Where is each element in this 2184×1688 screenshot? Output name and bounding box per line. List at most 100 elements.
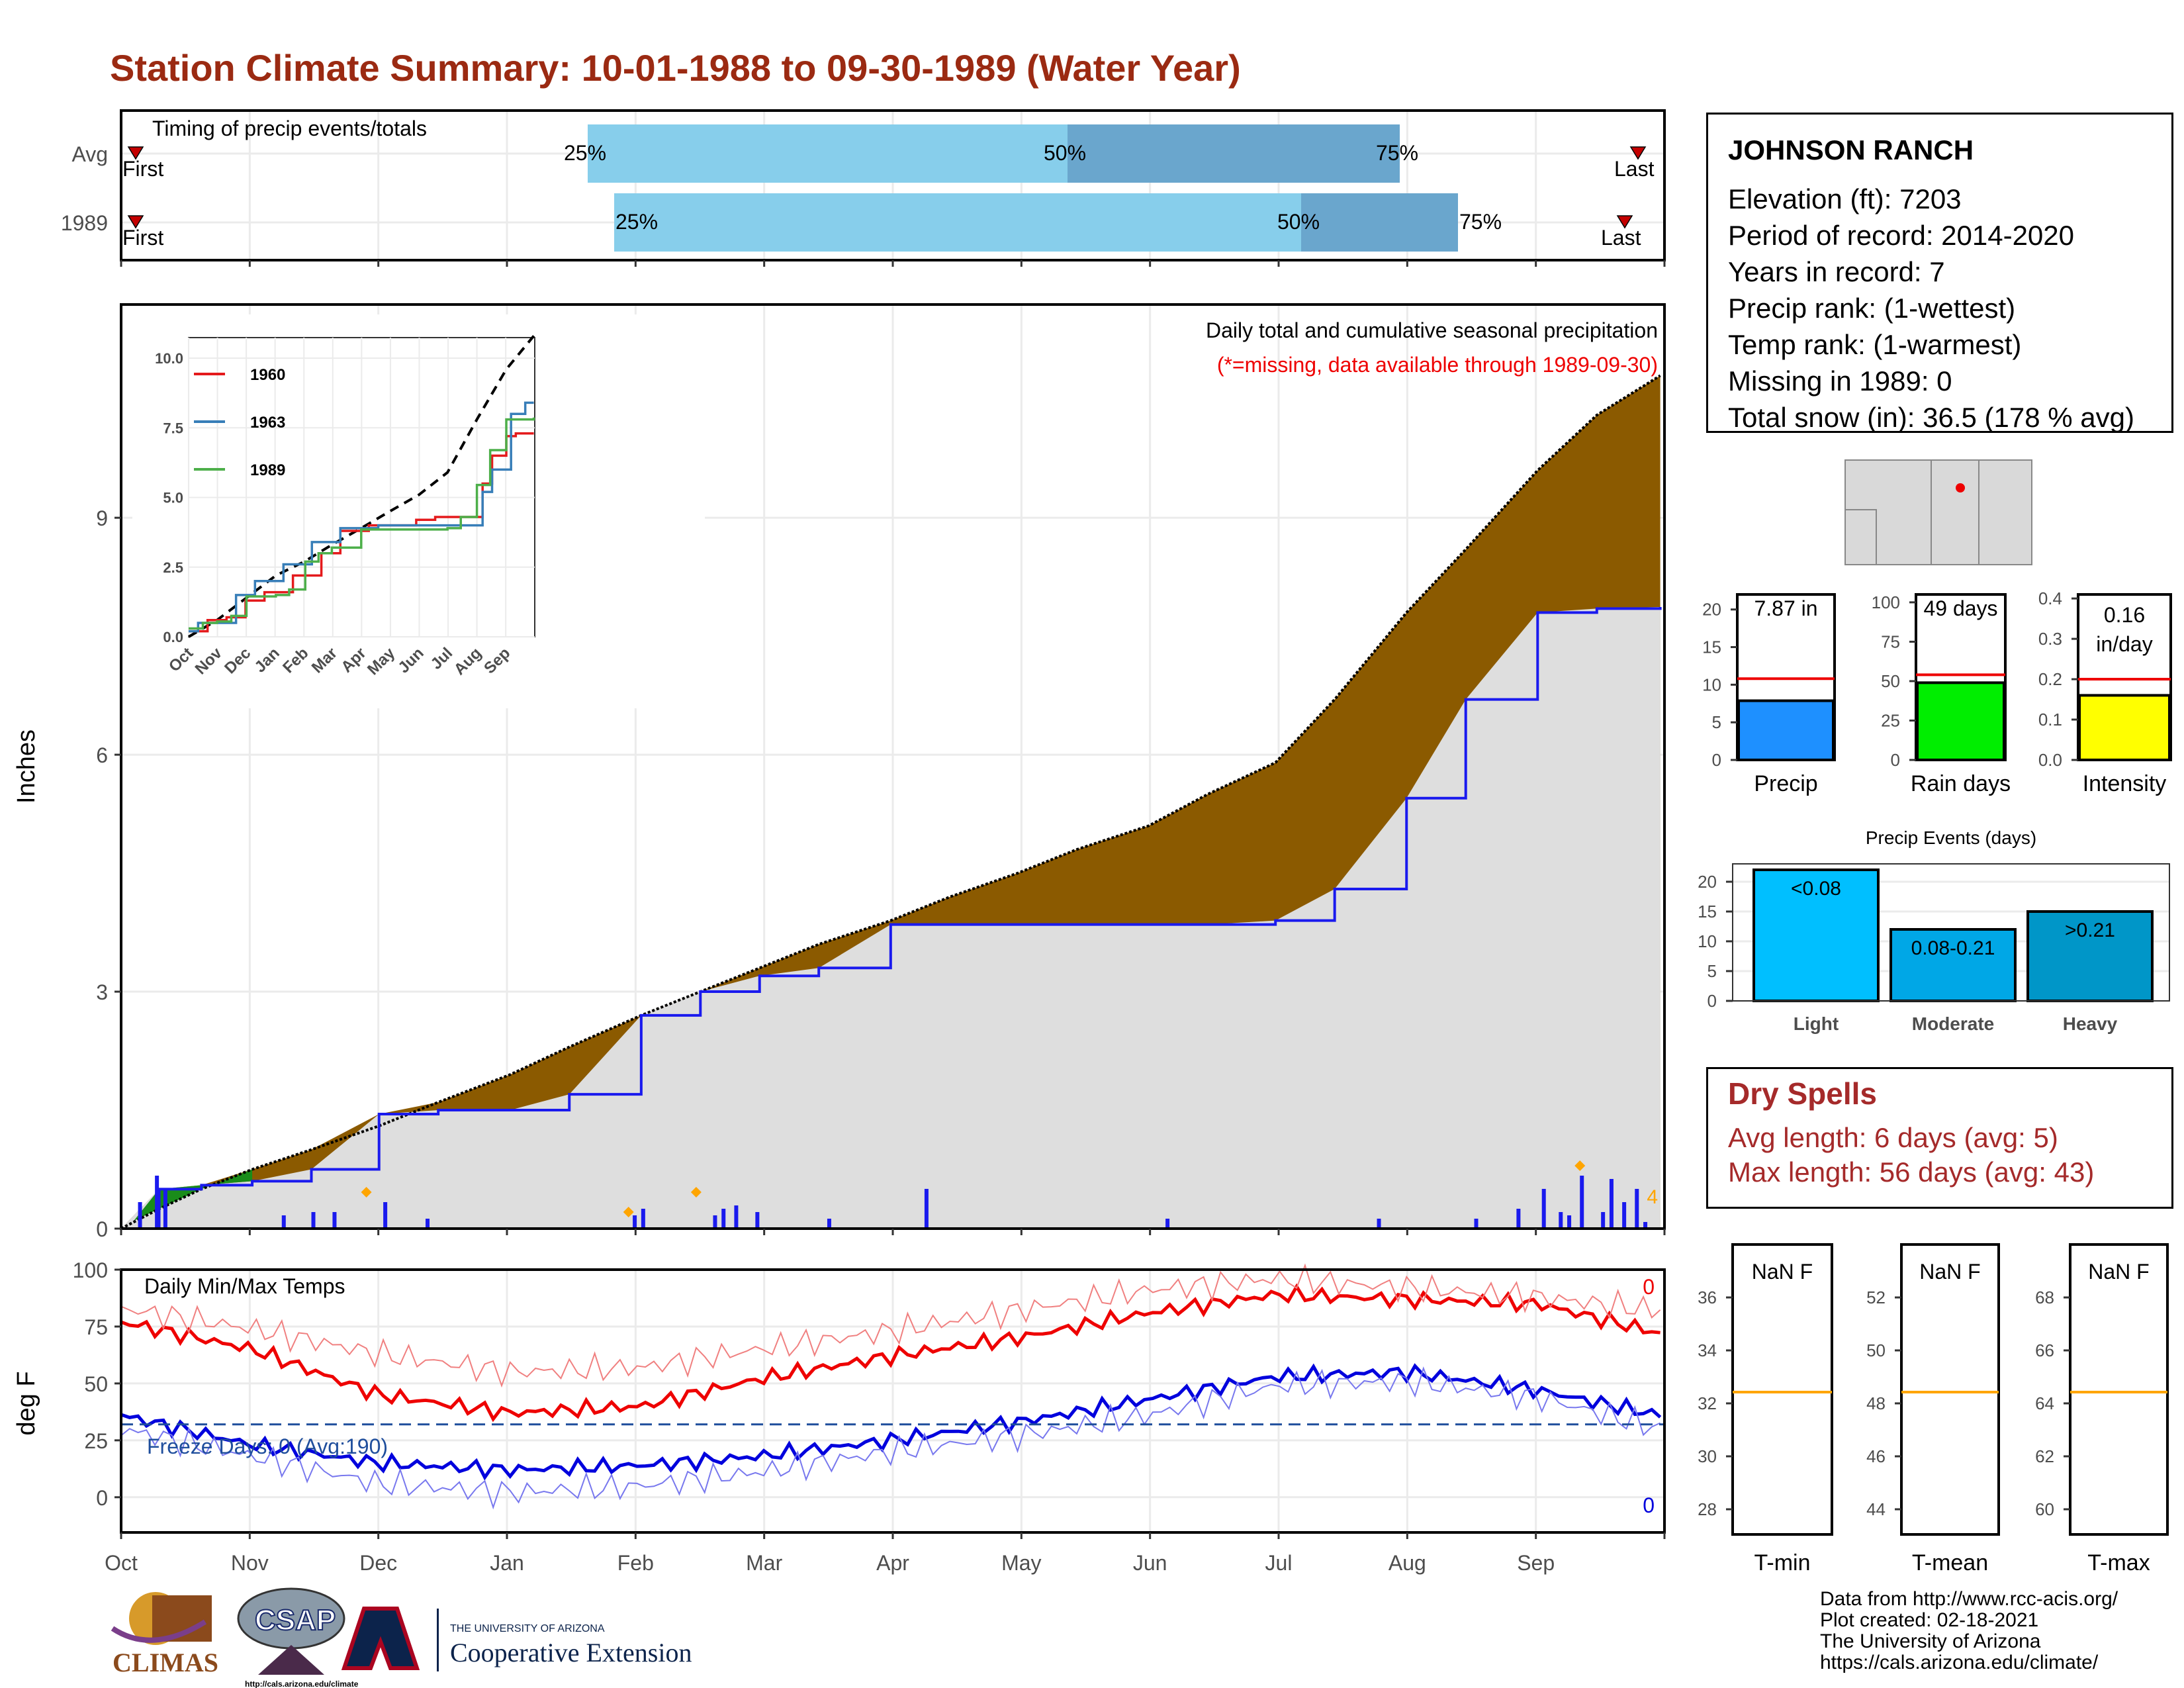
timing-label-50: 50% bbox=[1277, 210, 1320, 234]
footer-line: Data from http://www.rcc-acis.org/ bbox=[1820, 1588, 2118, 1610]
ua-bottom-label: Cooperative Extension bbox=[450, 1638, 692, 1667]
inset-y-tick-label: 0.0 bbox=[163, 629, 183, 645]
cumulative-avg-line bbox=[120, 374, 1661, 1230]
daily-precip-bar bbox=[827, 1219, 831, 1229]
daily-precip-bar bbox=[1567, 1215, 1572, 1229]
events-tick-label: 15 bbox=[1698, 902, 1717, 921]
daily-precip-bar bbox=[1474, 1219, 1479, 1229]
temp-y-axis-label: deg F bbox=[13, 1371, 40, 1435]
summary-bar-tick-label: 5 bbox=[1712, 712, 1721, 732]
inset-series-line bbox=[189, 401, 534, 633]
temp-max-count: 0 bbox=[1643, 1275, 1655, 1299]
dry-spells-max: Max length: 56 days (avg: 43) bbox=[1728, 1156, 2095, 1188]
climas-logo: CLIMAS bbox=[111, 1592, 218, 1677]
timing-label-25: 25% bbox=[615, 210, 658, 234]
csap-label: CSAP bbox=[255, 1604, 336, 1636]
inset-legend-label: 1989 bbox=[250, 461, 285, 479]
event-bar-label: 0.08-0.21 bbox=[1911, 937, 1995, 959]
summary-bar-xlabel: Precip bbox=[1754, 771, 1817, 796]
ua-logo: THE UNIVERSITY OF ARIZONA Cooperative Ex… bbox=[341, 1607, 692, 1671]
month-tick-label: Apr bbox=[876, 1551, 909, 1575]
daily-precip-bar bbox=[1643, 1222, 1648, 1229]
inset-y-tick-label: 10.0 bbox=[155, 350, 183, 367]
timing-last-label: Last bbox=[1614, 157, 1655, 181]
temp-summary-tick-label: 60 bbox=[2035, 1499, 2054, 1519]
daily-precip-bar bbox=[426, 1219, 430, 1229]
event-category-label: Light bbox=[1794, 1013, 1839, 1034]
events-chart-title: Precip Events (days) bbox=[1866, 827, 2036, 848]
timing-bar-25-50 bbox=[588, 124, 1068, 183]
daily-precip-bar bbox=[281, 1215, 286, 1229]
temp-summary-frame bbox=[1731, 1243, 1833, 1536]
summary-bar-tick-label: 0.2 bbox=[2038, 669, 2062, 689]
event-bar-label: <0.08 bbox=[1791, 878, 1841, 900]
climas-label: CLIMAS bbox=[113, 1648, 218, 1677]
summary-bar-value: 7.87 in bbox=[1754, 596, 1817, 620]
summary-bar-tick-label: 25 bbox=[1881, 710, 1900, 730]
temp-summary-xlabel: T-max bbox=[2087, 1550, 2150, 1575]
precip-y-tick-label: 9 bbox=[96, 506, 108, 530]
daily-precip-bar bbox=[383, 1202, 388, 1229]
station-years: Years in record: 7 bbox=[1728, 256, 1945, 287]
events-tick-label: 0 bbox=[1707, 991, 1717, 1011]
ua-a-icon bbox=[341, 1607, 420, 1670]
event-category-label: Moderate bbox=[1912, 1013, 1994, 1034]
summary-bar-tick-label: 10 bbox=[1702, 675, 1721, 694]
station-elevation: Elevation (ft): 7203 bbox=[1728, 183, 1962, 214]
events-plot-border bbox=[1732, 863, 2170, 1002]
precip-chart-title: Daily total and cumulative seasonal prec… bbox=[1206, 318, 1658, 342]
first-event-marker-icon bbox=[127, 215, 144, 229]
events-tick-label: 10 bbox=[1698, 931, 1717, 951]
last-event-marker-icon bbox=[1616, 215, 1633, 229]
footer-line: https://cals.arizona.edu/climate/ bbox=[1820, 1652, 2099, 1673]
daily-precip-bar bbox=[311, 1212, 316, 1229]
station-snow: Total snow (in): 36.5 (178 % avg) bbox=[1728, 402, 2134, 433]
ua-top-label: THE UNIVERSITY OF ARIZONA bbox=[450, 1623, 605, 1634]
summary-bar-tick-label: 20 bbox=[1702, 600, 1721, 620]
daily-precip-bar bbox=[1609, 1179, 1614, 1229]
timing-first-label: First bbox=[122, 157, 163, 181]
page-title: Station Climate Summary: 10-01-1988 to 0… bbox=[110, 47, 1241, 89]
month-tick-label: Sep bbox=[1517, 1551, 1555, 1575]
csap-url: http://cals.arizona.edu/climate bbox=[245, 1679, 359, 1688]
temp-y-tick-label: 50 bbox=[84, 1372, 108, 1396]
events-tick-label: 5 bbox=[1707, 961, 1717, 981]
month-tick-label: Jun bbox=[1133, 1551, 1167, 1575]
locator-map-state-lines bbox=[1845, 460, 1979, 565]
daily-precip-bar bbox=[1622, 1202, 1627, 1229]
cumulative-obs-area bbox=[121, 606, 1661, 1229]
snow-marker-icon bbox=[361, 1187, 372, 1197]
temp-summary-xlabel: T-mean bbox=[1912, 1550, 1988, 1575]
station-precip-rank: Precip rank: (1-wettest) bbox=[1728, 293, 2016, 324]
temp-min-count: 0 bbox=[1643, 1493, 1655, 1517]
inset-y-tick-label: 2.5 bbox=[163, 559, 183, 576]
timing-label-75: 75% bbox=[1376, 141, 1418, 165]
timing-title: Timing of precip events/totals bbox=[152, 117, 427, 140]
timing-row-label: 1989 bbox=[61, 211, 108, 235]
daily-precip-bar bbox=[1635, 1189, 1639, 1229]
event-bar bbox=[2026, 910, 2154, 1002]
summary-bar-value-line: 7.87 in bbox=[1754, 596, 1817, 620]
temp-avg-min-line bbox=[120, 1366, 1661, 1510]
station-name: JOHNSON RANCH bbox=[1728, 134, 1974, 165]
daily-precip-bar bbox=[1165, 1219, 1170, 1229]
csap-mountain-icon bbox=[258, 1645, 324, 1675]
timing-last-label: Last bbox=[1601, 226, 1641, 250]
daily-precip-bar bbox=[924, 1189, 929, 1229]
summary-bar-value-line: in/day bbox=[2096, 632, 2152, 656]
daily-precip-bar bbox=[721, 1209, 726, 1229]
temp-y-tick-label: 0 bbox=[96, 1486, 108, 1510]
daily-precip-bar bbox=[1377, 1219, 1381, 1229]
events-tick-label: 20 bbox=[1698, 872, 1717, 892]
climas-swoosh bbox=[111, 1619, 207, 1643]
event-bar bbox=[1752, 868, 1880, 1002]
temp-y-tick-label: 75 bbox=[84, 1315, 108, 1339]
temp-summary-tick-label: 36 bbox=[1698, 1288, 1717, 1307]
snow-marker-icon bbox=[1574, 1160, 1586, 1171]
summary-bar-tick-label: 50 bbox=[1881, 671, 1900, 691]
temp-summary-tick-label: 30 bbox=[1698, 1446, 1717, 1466]
temp-summary-value: NaN F bbox=[2088, 1260, 2149, 1284]
daily-precip-bar bbox=[1601, 1212, 1606, 1229]
month-tick-label: Jan bbox=[490, 1551, 524, 1575]
